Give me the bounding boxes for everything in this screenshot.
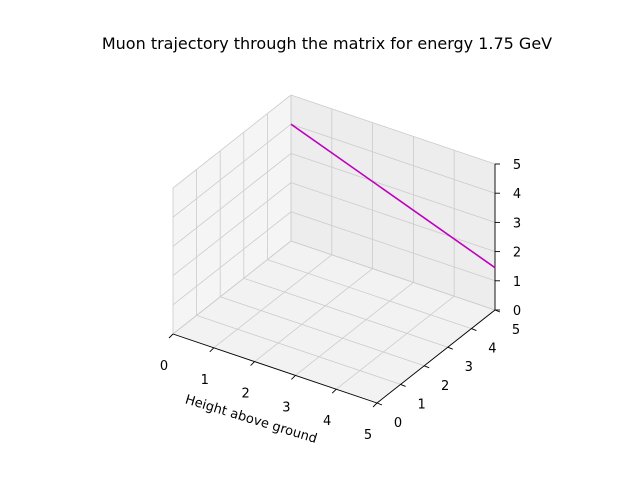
y-tick	[376, 402, 383, 406]
x-axis-line	[172, 333, 378, 404]
y-tick-label: 1	[417, 397, 425, 412]
z-tick-label: 4	[513, 187, 521, 202]
floor-grid-y	[290, 240, 496, 311]
left-grid-z	[172, 153, 292, 247]
y-tick	[400, 383, 406, 387]
grid-group	[172, 94, 496, 404]
y-tick-label: 5	[512, 323, 520, 338]
back-grid-z	[290, 211, 496, 282]
x-tick-label: 2	[241, 387, 249, 402]
floor-grid-y	[267, 259, 472, 329]
floor-grid-x	[295, 282, 414, 376]
left-pane	[173, 95, 291, 334]
y-tick	[447, 346, 453, 350]
x-tick-label: 5	[364, 428, 372, 443]
back-grid-z	[290, 123, 496, 194]
axes-group	[172, 164, 496, 404]
x-tick-label: 3	[282, 400, 290, 415]
chart-title: Muon trajectory through the matrix for e…	[102, 34, 552, 53]
left-grid-z	[172, 211, 292, 306]
x-tick	[168, 333, 174, 339]
back-grid-z	[290, 94, 496, 165]
y-tick-label: 2	[441, 379, 449, 394]
x-tick	[209, 347, 215, 353]
y-tick-label: 0	[394, 416, 402, 431]
x-tick-label: 0	[160, 359, 168, 374]
x-tick	[250, 361, 255, 366]
floor-grid-x	[335, 295, 455, 390]
x-axis-label: Height above ground	[183, 392, 319, 446]
x-tick	[372, 402, 378, 408]
x-tick	[291, 375, 296, 380]
floor-grid-y	[220, 296, 425, 367]
y-tick-label: 4	[488, 342, 496, 357]
x-tick-label: 1	[201, 373, 209, 388]
y-tick	[471, 328, 477, 332]
series-group	[290, 123, 496, 269]
z-tick-label: 0	[513, 304, 521, 319]
z-tick-label: 3	[513, 216, 521, 231]
x-tick-label: 4	[323, 414, 331, 429]
y-tick-label: 3	[465, 360, 473, 375]
left-grid-z	[172, 123, 292, 218]
left-grid-z	[172, 94, 292, 189]
z-tick-label: 2	[513, 246, 521, 261]
back-grid-z	[290, 153, 496, 223]
floor-grid-y	[243, 277, 448, 348]
z-tick-label: 5	[513, 158, 521, 173]
x-tick	[331, 388, 337, 394]
back-pane	[291, 95, 495, 310]
back-grid-z	[290, 182, 496, 252]
pane-group	[173, 95, 495, 403]
left-grid-z	[172, 182, 292, 276]
y-tick	[424, 365, 430, 369]
left-grid-z	[172, 240, 292, 335]
z-tick-label: 1	[513, 275, 521, 290]
floor-grid-x	[213, 254, 333, 349]
floor-grid-x	[254, 268, 373, 362]
floor-grid-y	[196, 315, 401, 385]
y-axis-line	[376, 309, 496, 404]
trajectory-line	[290, 123, 496, 269]
